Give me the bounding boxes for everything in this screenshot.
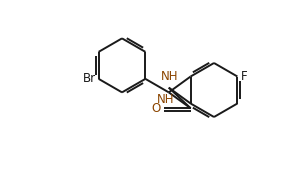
Text: NH: NH: [161, 70, 179, 83]
Text: NH: NH: [157, 93, 174, 106]
Text: F: F: [240, 70, 247, 83]
Text: O: O: [151, 102, 161, 115]
Text: Br: Br: [83, 72, 95, 85]
